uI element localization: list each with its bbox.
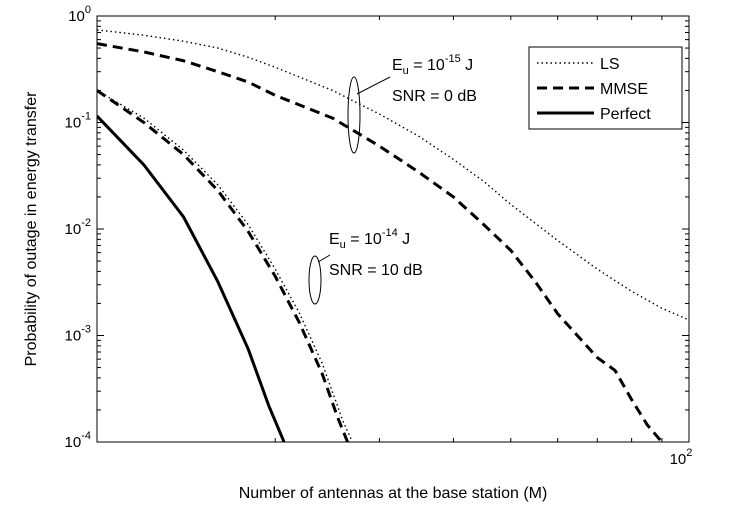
series-line-ls-0	[97, 29, 689, 321]
annot-high-eu-prefix: E	[329, 231, 340, 248]
legend-label-ls: LS	[600, 56, 620, 73]
y-tick-label-0: 100	[68, 4, 91, 25]
series-line-mmse-1	[97, 42, 664, 442]
tick-layer: 100 10-1 10-2 10-3 10-4 102	[65, 4, 693, 468]
y-tick-label-2: 10-2	[65, 217, 91, 238]
annot-low-eu-unit: J	[461, 57, 473, 74]
annot-low-eu-eq: = 10	[409, 57, 445, 74]
annot-high-eu-eq: = 10	[346, 231, 382, 248]
legend: LS MMSE Perfect	[528, 46, 683, 130]
legend-label-mmse: MMSE	[600, 81, 648, 98]
annot-high-eu-unit: J	[398, 231, 410, 248]
x-tick-label-0: 102	[670, 447, 693, 468]
legend-label-perfect: Perfect	[600, 106, 651, 123]
annot-high-eu-exp: -14	[382, 227, 398, 239]
annotation-leader-high	[317, 254, 331, 263]
y-tick-label-1: 10-1	[65, 111, 91, 132]
annotation-eu-high: Eu = 10-14 J	[329, 227, 410, 251]
annot-low-eu-sub: u	[403, 65, 409, 77]
annotation-snr-high: SNR = 10 dB	[329, 262, 423, 279]
series-line-mmse-3	[97, 89, 349, 442]
series-line-ls-2	[97, 89, 354, 442]
series-line-perfect-4	[97, 115, 286, 442]
annotation-snr-low: SNR = 0 dB	[392, 88, 477, 105]
y-tick-label-3: 10-3	[65, 324, 91, 345]
annot-high-eu-sub: u	[340, 239, 346, 251]
y-axis-label: Probability of outage in energy transfer	[23, 91, 40, 367]
annotation-ellipse-high	[308, 255, 322, 305]
annotation-leader-low	[356, 76, 391, 95]
annot-low-eu-exp: -15	[445, 53, 461, 65]
y-tick-label-4: 10-4	[65, 430, 91, 451]
x-axis-label: Number of antennas at the base station (…	[239, 485, 548, 502]
series-layer	[97, 29, 689, 442]
annotation-eu-low: Eu = 10-15 J	[392, 53, 473, 77]
annotation-layer: Eu = 10-15 J SNR = 0 dB Eu = 10-14 J SNR…	[308, 53, 477, 305]
annotation-ellipse-low	[347, 76, 361, 154]
annot-low-eu-prefix: E	[392, 57, 403, 74]
